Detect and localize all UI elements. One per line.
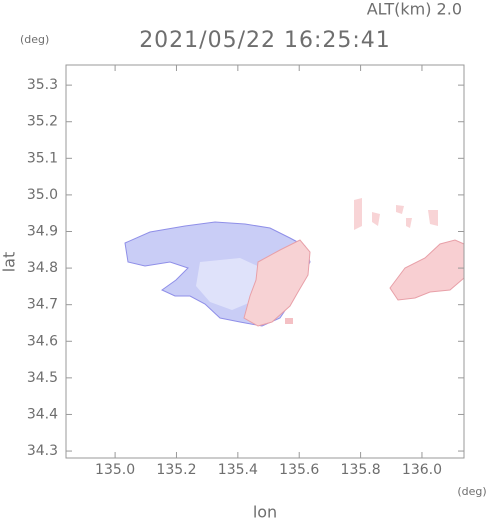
echo-dot (372, 212, 380, 226)
echo-pink-east (389, 239, 465, 301)
y-unit: (deg) (20, 33, 49, 46)
echo-dot (428, 210, 438, 226)
y-tick-label: 34.3 (27, 443, 58, 459)
echo-dot (285, 318, 293, 324)
chart-title: 2021/05/22 16:25:41 (139, 28, 391, 53)
y-tick-label: 35.3 (27, 77, 58, 93)
x-tick-label: 135.4 (218, 462, 258, 478)
echo-dot (406, 218, 412, 228)
echo-dot (396, 205, 404, 214)
y-tick-label: 35.2 (27, 114, 58, 130)
y-tick-label: 34.7 (27, 297, 58, 313)
y-tick-label: 34.9 (27, 223, 58, 239)
y-axis-label: lat (0, 252, 19, 273)
echo-pink (243, 239, 311, 327)
y-tick-label: 34.8 (27, 260, 58, 276)
y-tick-label: 34.6 (27, 333, 58, 349)
y-tick-label: 35.1 (27, 150, 58, 166)
x-tick-label: 136.0 (402, 462, 442, 478)
x-tick-label: 135.8 (341, 462, 381, 478)
y-tick-label: 34.5 (27, 370, 58, 386)
x-axis-label: lon (253, 503, 277, 521)
echo-dot (354, 198, 362, 230)
x-tick-label: 135.0 (95, 462, 135, 478)
echo-field (124, 198, 465, 327)
x-tick-label: 135.6 (279, 462, 319, 478)
plot-frame (65, 64, 465, 459)
x-tick-label: 135.2 (156, 462, 196, 478)
y-tick-label: 34.4 (27, 406, 58, 422)
y-tick-label: 35.0 (27, 187, 58, 203)
subtitle: ALT(km) 2.0 (367, 0, 462, 19)
x-unit: (deg) (457, 485, 486, 498)
echo-pale (196, 258, 262, 310)
